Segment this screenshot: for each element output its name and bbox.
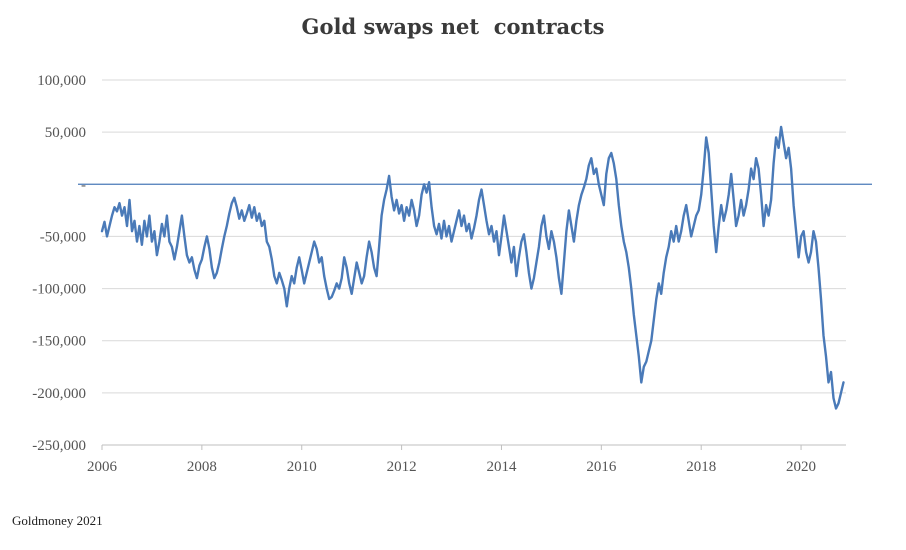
x-tick-label: 2014 [486,459,517,475]
y-tick-label: - [81,177,86,193]
chart-title: Gold swaps net contracts [301,14,605,39]
x-tick-label: 2020 [786,459,816,475]
y-tick-label: -50,000 [40,229,86,245]
x-tick-label: 2008 [187,459,217,475]
y-tick-label: 100,000 [37,73,86,89]
y-tick-label: -250,000 [32,438,86,454]
y-tick-label: -200,000 [32,386,86,402]
y-tick-label: 50,000 [45,125,86,141]
series-line [100,125,845,410]
x-tick-label: 2006 [87,459,118,475]
x-tick-label: 2016 [586,459,617,475]
y-tick-label: -150,000 [32,334,86,350]
x-tick-label: 2012 [387,459,417,475]
source-credit: Goldmoney 2021 [12,513,103,528]
x-tick-label: 2010 [287,459,317,475]
y-tick-label: -100,000 [32,282,86,298]
x-tick-label: 2018 [686,459,716,475]
